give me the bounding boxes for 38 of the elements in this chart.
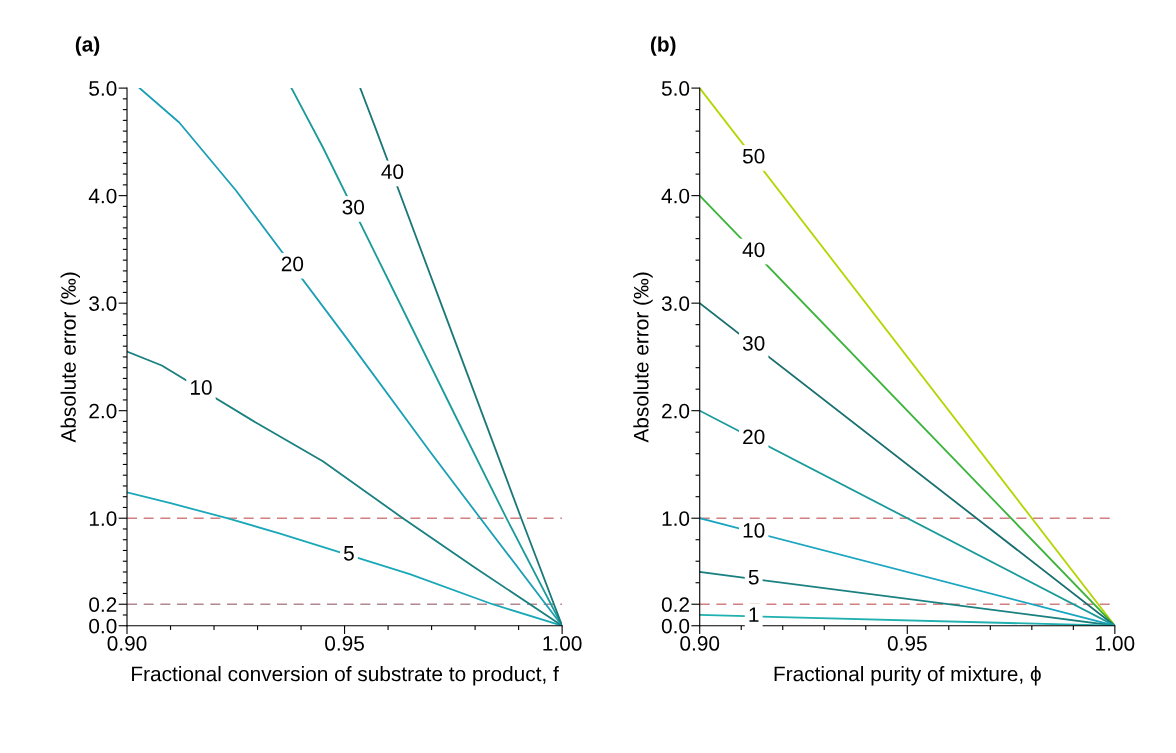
y-tick-label: 2.0 bbox=[89, 403, 117, 419]
chart-title: (a) bbox=[75, 36, 100, 56]
series-label: 5 bbox=[343, 546, 354, 561]
y-tick-label: 0.0 bbox=[89, 618, 117, 634]
series-label: 20 bbox=[743, 429, 765, 445]
series-label: 20 bbox=[281, 256, 304, 272]
y-tick-label: 1.0 bbox=[89, 511, 117, 526]
y-axis-title: Absolute error (‰) bbox=[633, 272, 653, 443]
x-tick-label: 1.00 bbox=[543, 636, 582, 651]
y-tick-label: 0.2 bbox=[661, 597, 689, 612]
series-label: 30 bbox=[342, 199, 365, 215]
y-tick-label: 4.0 bbox=[661, 188, 690, 204]
series-label: 10 bbox=[190, 380, 212, 395]
y-tick-label: 3.0 bbox=[89, 296, 117, 311]
y-tick-label: 0.0 bbox=[661, 618, 690, 634]
y-tick-label: 0.2 bbox=[89, 597, 117, 612]
series-label: 40 bbox=[381, 164, 404, 180]
x-axis-title: Fractional purity of mixture, ϕ bbox=[774, 666, 1041, 686]
y-tick-label: 3.0 bbox=[661, 296, 690, 311]
x-tick-label: 0.95 bbox=[325, 636, 364, 651]
x-tick-label: 1.00 bbox=[1096, 636, 1135, 651]
series-label: 1 bbox=[749, 607, 759, 622]
y-tick-label: 2.0 bbox=[662, 403, 690, 419]
y-tick-label: 1.0 bbox=[662, 511, 690, 526]
x-tick-label: 0.90 bbox=[107, 636, 147, 651]
series-label: 40 bbox=[742, 242, 765, 258]
y-axis-title: Absolute error (‰) bbox=[60, 272, 80, 443]
y-tick-label: 4.0 bbox=[88, 188, 117, 204]
chart-title: (b) bbox=[650, 36, 676, 56]
series-label: 50 bbox=[742, 148, 765, 164]
x-axis-title: Fractional conversion of substrate to product, f bbox=[132, 666, 559, 686]
y-tick-label: 5.0 bbox=[661, 81, 690, 96]
series-label: 5 bbox=[748, 570, 759, 585]
y-tick-label: 5.0 bbox=[89, 81, 117, 96]
x-tick-label: 0.95 bbox=[887, 636, 927, 651]
series-label: 30 bbox=[742, 335, 765, 351]
x-tick-label: 0.90 bbox=[680, 636, 720, 651]
series-label: 10 bbox=[743, 523, 765, 538]
